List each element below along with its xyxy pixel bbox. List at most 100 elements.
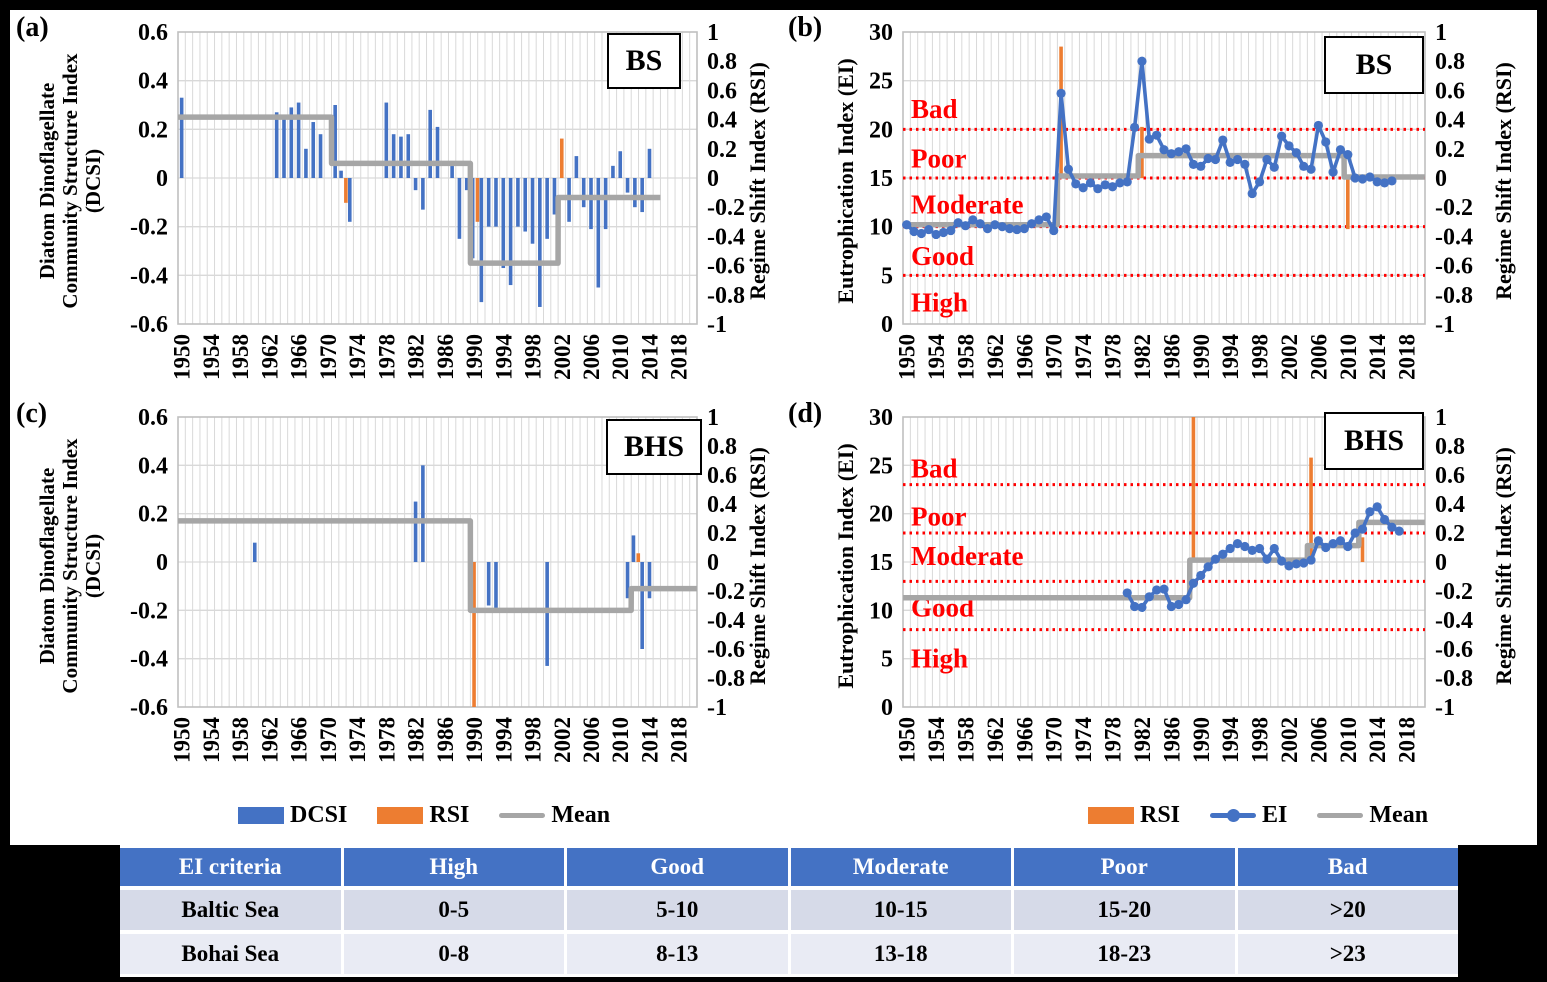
legend-ei-panels: RSI EI Mean <box>1088 798 1428 832</box>
svg-text:1954: 1954 <box>924 717 949 764</box>
legend-item-ei: EI <box>1210 802 1287 829</box>
table-header-cell: Bad <box>1237 848 1458 886</box>
svg-text:0.4: 0.4 <box>138 453 168 479</box>
svg-text:20: 20 <box>869 117 893 143</box>
svg-text:1986: 1986 <box>433 717 458 763</box>
panel-c-left-axis-title: Diatom Dinoflagellate Community Structur… <box>35 438 106 694</box>
svg-text:0.2: 0.2 <box>1435 521 1465 547</box>
svg-text:0.8: 0.8 <box>707 434 737 460</box>
svg-text:1970: 1970 <box>316 334 341 380</box>
svg-text:25: 25 <box>869 69 893 95</box>
svg-text:High: High <box>911 288 968 318</box>
svg-text:1978: 1978 <box>1101 717 1126 763</box>
svg-text:-0.6: -0.6 <box>130 695 168 721</box>
legend-item-rsi-right: RSI <box>1088 802 1180 829</box>
svg-text:0.6: 0.6 <box>707 463 737 489</box>
legend-rsi-right-label: RSI <box>1140 801 1181 828</box>
table-cell: Baltic Sea <box>120 890 341 930</box>
svg-text:10: 10 <box>869 215 893 241</box>
svg-text:1958: 1958 <box>953 717 978 763</box>
svg-text:0.4: 0.4 <box>707 492 737 518</box>
svg-text:0: 0 <box>707 550 719 576</box>
legend-mean-left-label: Mean <box>551 801 611 828</box>
svg-text:1974: 1974 <box>345 717 370 764</box>
svg-text:1986: 1986 <box>1159 334 1184 380</box>
panel-d-region-badge: BHS <box>1324 412 1424 470</box>
svg-text:Poor: Poor <box>911 502 966 532</box>
svg-text:10: 10 <box>869 598 893 624</box>
svg-text:1966: 1966 <box>1012 334 1037 380</box>
svg-text:-0.2: -0.2 <box>130 598 168 624</box>
svg-text:1966: 1966 <box>287 334 312 380</box>
svg-text:0: 0 <box>1435 550 1447 576</box>
table-cell: 10-15 <box>790 890 1011 930</box>
svg-text:1950: 1950 <box>895 717 920 763</box>
table-cell: 0-5 <box>343 890 564 930</box>
svg-text:5: 5 <box>881 263 893 289</box>
table-row-baltic-sea: Baltic Sea 0-5 5-10 10-15 15-20 >20 <box>120 890 1458 930</box>
svg-text:-1: -1 <box>707 695 727 721</box>
legend-item-mean-left: Mean <box>499 802 610 829</box>
legend-rsi-left-label: RSI <box>429 801 470 828</box>
svg-text:1998: 1998 <box>1248 334 1273 380</box>
svg-text:1978: 1978 <box>374 717 399 763</box>
svg-text:0.6: 0.6 <box>707 78 737 104</box>
svg-text:2006: 2006 <box>579 334 604 380</box>
svg-text:2006: 2006 <box>1306 334 1331 380</box>
table-cell: >23 <box>1237 934 1458 974</box>
table-header-row: EI criteria High Good Moderate Poor Bad <box>120 848 1458 886</box>
svg-text:0.6: 0.6 <box>1435 78 1465 104</box>
svg-text:1978: 1978 <box>374 334 399 380</box>
legend-dcsi-label: DCSI <box>290 801 348 828</box>
svg-text:2018: 2018 <box>667 717 692 763</box>
svg-text:1970: 1970 <box>1042 334 1067 380</box>
svg-text:2018: 2018 <box>667 334 692 380</box>
svg-text:1950: 1950 <box>895 334 920 380</box>
panel-d-label: (d) <box>788 398 823 429</box>
legend-mean-right-label: Mean <box>1369 801 1429 828</box>
svg-text:-0.6: -0.6 <box>707 637 745 663</box>
table-cell: 8-13 <box>567 934 788 974</box>
rsi-swatch-icon <box>1088 806 1134 824</box>
svg-text:2002: 2002 <box>550 334 575 380</box>
svg-text:1990: 1990 <box>1189 334 1214 380</box>
table-cell: 5-10 <box>567 890 788 930</box>
svg-text:0.4: 0.4 <box>1435 108 1465 134</box>
svg-text:2014: 2014 <box>1365 717 1390 764</box>
table-cell: Bohai Sea <box>120 934 341 974</box>
svg-text:Good: Good <box>911 241 974 271</box>
svg-text:1994: 1994 <box>1218 717 1243 764</box>
svg-text:1962: 1962 <box>983 334 1008 380</box>
svg-text:0.4: 0.4 <box>138 69 168 95</box>
svg-text:1: 1 <box>707 407 719 431</box>
ei-line-marker-swatch-icon <box>1210 808 1257 822</box>
svg-text:-0.2: -0.2 <box>1435 195 1473 221</box>
svg-text:0: 0 <box>881 312 893 338</box>
svg-text:-0.4: -0.4 <box>707 224 745 250</box>
svg-text:High: High <box>911 644 968 674</box>
table-cell: >20 <box>1237 890 1458 930</box>
svg-text:1982: 1982 <box>1130 334 1155 380</box>
svg-text:2002: 2002 <box>1277 334 1302 380</box>
svg-text:2010: 2010 <box>1336 334 1361 380</box>
svg-text:15: 15 <box>869 166 893 192</box>
svg-text:1998: 1998 <box>521 334 546 380</box>
svg-text:0.2: 0.2 <box>707 137 737 163</box>
svg-text:1: 1 <box>707 22 719 46</box>
svg-text:30: 30 <box>869 407 893 431</box>
svg-text:1970: 1970 <box>1042 717 1067 763</box>
svg-text:1954: 1954 <box>924 334 949 381</box>
svg-text:-0.6: -0.6 <box>1435 637 1473 663</box>
svg-text:1962: 1962 <box>983 717 1008 763</box>
svg-text:2002: 2002 <box>550 717 575 763</box>
svg-text:1982: 1982 <box>1130 717 1155 763</box>
svg-text:0: 0 <box>1435 166 1447 192</box>
svg-text:0: 0 <box>156 550 168 576</box>
svg-text:1950: 1950 <box>170 717 195 763</box>
svg-text:-0.6: -0.6 <box>707 254 745 280</box>
svg-text:0.2: 0.2 <box>707 521 737 547</box>
svg-text:5: 5 <box>881 647 893 673</box>
svg-text:-0.2: -0.2 <box>707 195 745 221</box>
table-cell: 13-18 <box>790 934 1011 974</box>
